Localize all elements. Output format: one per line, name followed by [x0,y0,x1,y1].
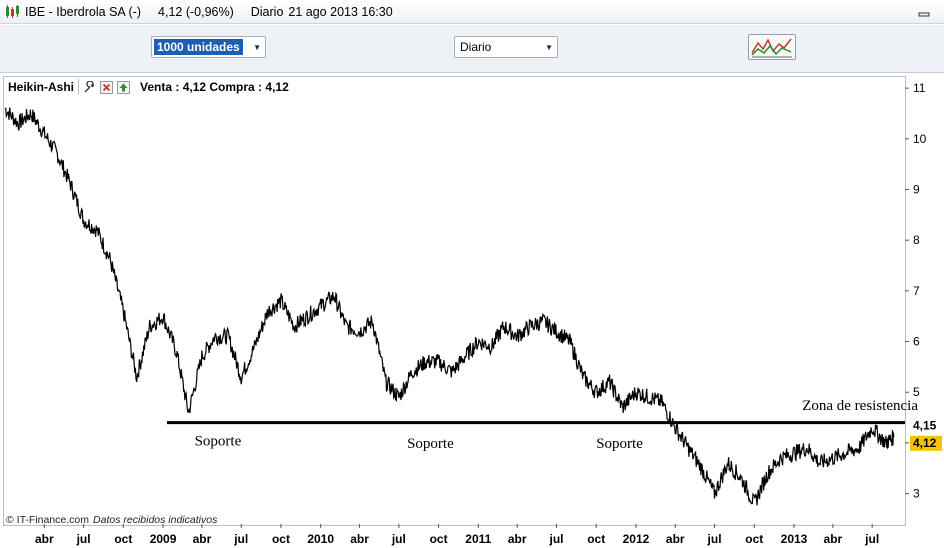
datetime-label: 21 ago 2013 16:30 [288,4,393,19]
y-axis-tick-label: 8 [913,233,920,247]
minimize-icon[interactable] [918,7,932,17]
x-axis-tick-label: abr [666,532,685,546]
x-axis-tick-label: jul [864,532,879,546]
chart-annotation: Soporte [407,436,454,452]
units-select[interactable]: 1000 unidades ▼ [151,36,266,58]
x-axis-tick-label: oct [430,532,448,546]
x-axis-tick-label: 2010 [307,532,334,546]
y-axis-tick-label: 6 [913,335,920,349]
add-icon[interactable] [117,80,131,94]
x-axis-tick-label: jul [707,532,722,546]
data-note: Datos recibidos indicativos [93,514,218,526]
y-axis-tick-label: 11 [913,81,926,95]
x-axis-tick-label: jul [548,532,563,546]
y-axis-tick-label: 5 [913,385,920,399]
copyright-text: © IT-Finance.com [6,514,90,526]
indicator-legend: Heikin-Ashi Venta : 4,12 Compra : 4,12 [4,78,289,96]
chart-tools-button[interactable] [748,34,796,60]
chart-tools-icon [751,38,792,58]
chart-annotation: Zona de resistencia [802,398,918,414]
price-chart[interactable]: 34567891011abrjuloct2009abrjuloct2010abr… [0,74,944,548]
chevron-down-icon: ▼ [545,42,553,52]
close-icon[interactable] [100,80,114,94]
x-axis-tick-label: abr [350,532,369,546]
price-marker-label: 4,15 [913,418,937,432]
x-axis-tick-label: 2011 [465,532,491,546]
bid-ask-price: Venta : 4,12 Compra : 4,12 [140,80,289,94]
indicator-name: Heikin-Ashi [4,79,80,95]
price-line [4,107,895,506]
y-axis-tick-label: 3 [913,487,920,501]
chart-annotation: Soporte [195,433,242,449]
period-select-value: Diario [460,40,492,54]
ticker-name: IBE - Iberdrola SA (-) [25,4,142,19]
x-axis-tick-label: oct [114,532,132,546]
chart-annotation: Soporte [596,436,643,452]
wrench-icon[interactable] [83,80,96,94]
chevron-down-icon: ▼ [253,42,261,52]
price-marker-label: 4,12 [913,436,937,450]
x-axis-tick-label: jul [76,532,91,546]
quote-value: 4,12 (-0,96%) [158,4,234,19]
x-axis-tick-label: oct [745,532,763,546]
y-axis-tick-label: 9 [913,183,920,197]
x-axis-tick-label: oct [587,532,605,546]
y-axis-tick-label: 7 [913,284,920,298]
x-axis-tick-label: abr [193,532,212,546]
x-axis-tick-label: 2012 [623,532,650,546]
toolbar: 1000 unidades ▼ Diario ▼ [0,25,944,73]
y-axis-tick-label: 10 [913,132,927,146]
footer-attribution: © IT-Finance.com Datos recibidos indicati… [6,514,217,526]
plot-frame [3,76,906,526]
period-label: Diario [250,4,284,19]
x-axis-tick-label: abr [508,532,527,546]
title-bar: IBE - Iberdrola SA (-) 4,12 (-0,96%) Dia… [0,0,944,24]
x-axis-tick-label: 2009 [150,532,177,546]
period-select[interactable]: Diario ▼ [454,36,558,58]
chart-area: Heikin-Ashi Venta : 4,12 Compra : 4,12 [0,74,944,548]
x-axis-tick-label: oct [272,532,290,546]
last-price-marker [910,435,942,451]
x-axis-tick-label: 2013 [781,532,808,546]
units-select-value: 1000 unidades [154,39,243,55]
x-axis-tick-label: jul [391,532,406,546]
candlestick-app-icon [6,4,19,18]
x-axis-tick-label: abr [824,532,843,546]
x-axis-tick-label: jul [233,532,248,546]
x-axis-tick-label: abr [35,532,54,546]
